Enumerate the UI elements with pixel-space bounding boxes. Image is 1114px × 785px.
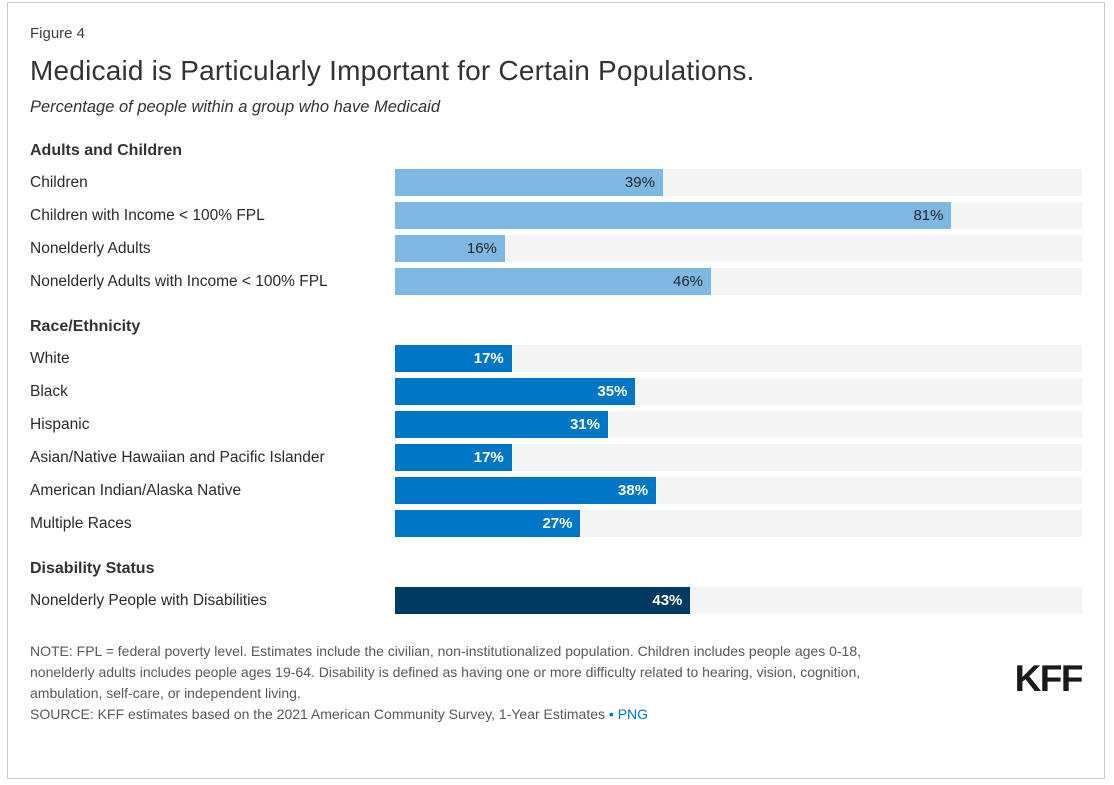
bar-row: Hispanic 31%: [30, 411, 1082, 438]
bar: 17%: [395, 444, 512, 471]
bar-track: 17%: [395, 345, 1082, 372]
bar-row-label: Hispanic: [30, 415, 90, 433]
png-download-link[interactable]: PNG: [617, 706, 649, 722]
bar-value-label: 43%: [652, 592, 683, 609]
bar-row-label: White: [30, 349, 70, 367]
bar-value-label: 17%: [473, 350, 504, 367]
bar-track: 39%: [395, 169, 1082, 196]
bar-value-label: 46%: [672, 273, 704, 290]
note-text-line-3: ambulation, self-care, or independent li…: [30, 685, 301, 701]
bar-row-label: Nonelderly Adults: [30, 239, 151, 257]
bar-track: 46%: [395, 268, 1082, 295]
note-text-line-2: nonelderly adults includes people ages 1…: [30, 664, 861, 680]
chart-title: Medicaid is Particularly Important for C…: [30, 55, 755, 86]
bar-chart: Adults and Children Children 39% Children w…: [30, 142, 1082, 614]
group-heading: Adults and Children: [30, 142, 182, 159]
bar-row: Nonelderly People with Disabilities 43%: [30, 587, 1082, 614]
bar-row: American Indian/Alaska Native 38%: [30, 477, 1082, 504]
bar-value-label: 27%: [542, 515, 573, 532]
bar: 16%: [395, 235, 505, 262]
bar-row: White 17%: [30, 345, 1082, 372]
source-line: SOURCE: KFF estimates based on the 2021 …: [30, 704, 962, 725]
bar-track: 16%: [395, 235, 1082, 262]
bar: 17%: [395, 345, 512, 372]
bar-row: Children 39%: [30, 169, 1082, 196]
bar-row: Black 35%: [30, 378, 1082, 405]
source-text: SOURCE: KFF estimates based on the 2021 …: [30, 706, 606, 722]
bar-value-label: 31%: [569, 416, 600, 433]
bar-value-label: 81%: [913, 207, 944, 224]
bar: 46%: [395, 268, 712, 295]
note-text-line-1: NOTE: FPL = federal poverty level. Estim…: [30, 643, 861, 659]
chart-group: Adults and Children Children 39% Children w…: [30, 142, 1082, 295]
bar-row-label: American Indian/Alaska Native: [30, 481, 242, 499]
chart-group: Race/Ethnicity White 17% Black 35% Hispanic 31…: [30, 318, 1082, 537]
bar-row-label: Asian/Native Hawaiian and Pacific Island…: [30, 448, 325, 466]
bar-track: 31%: [395, 411, 1082, 438]
bar-track: 17%: [395, 444, 1082, 471]
bar-value-label: 38%: [618, 482, 649, 499]
bar: 39%: [395, 169, 663, 196]
bar: 31%: [395, 411, 608, 438]
bar-row: Children with Income < 100% FPL 81%: [30, 202, 1082, 229]
bar-value-label: 39%: [624, 174, 655, 191]
bar-value-label: 17%: [473, 449, 504, 466]
bar-track: 43%: [395, 587, 1082, 614]
kff-logo: KFF: [1014, 658, 1084, 699]
bar-value-label: 16%: [466, 240, 497, 257]
bar: 38%: [395, 477, 657, 504]
bar-track: 35%: [395, 378, 1082, 405]
source-separator: •: [608, 706, 614, 722]
bar-row: Nonelderly Adults 16%: [30, 235, 1082, 262]
bar-value-label: 35%: [597, 383, 628, 400]
bar-track: 81%: [395, 202, 1082, 229]
bar-row-label: Multiple Races: [30, 514, 132, 532]
bar: 27%: [395, 510, 581, 537]
bar-row: Asian/Native Hawaiian and Pacific Island…: [30, 444, 1082, 471]
bar-row: Nonelderly Adults with Income < 100% FPL…: [30, 268, 1082, 295]
chart-subtitle: Percentage of people within a group who …: [30, 98, 441, 116]
figure-card: Figure 4 Medicaid is Particularly Import…: [7, 2, 1105, 779]
bar-row-label: Children: [30, 173, 88, 191]
bar: 81%: [395, 202, 952, 229]
bar-track: 38%: [395, 477, 1082, 504]
group-heading: Race/Ethnicity: [30, 318, 141, 335]
bar-row-label: Nonelderly Adults with Income < 100% FPL: [30, 272, 328, 290]
bar-row-label: Nonelderly People with Disabilities: [30, 591, 267, 609]
chart-group: Disability Status Nonelderly People with …: [30, 560, 1082, 614]
bar: 35%: [395, 378, 636, 405]
bar: 43%: [395, 587, 691, 614]
bar-track: 27%: [395, 510, 1082, 537]
bar-row-label: Black: [30, 382, 68, 400]
group-heading: Disability Status: [30, 560, 155, 577]
figure-label: Figure 4: [30, 25, 86, 42]
footer: NOTE: FPL = federal poverty level. Estim…: [30, 641, 1084, 725]
bar-row-label: Children with Income < 100% FPL: [30, 206, 265, 224]
bar-row: Multiple Races 27%: [30, 510, 1082, 537]
